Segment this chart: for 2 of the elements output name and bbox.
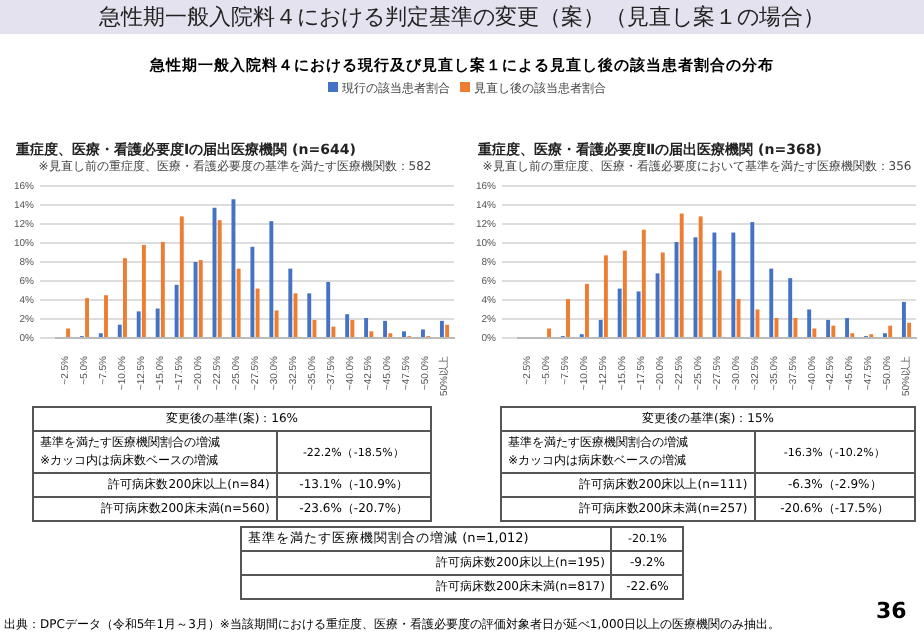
text: 36 bbox=[876, 598, 907, 624]
text: 急性期一般入院料４における判定基準の変更（案）（見直し案１の場合） bbox=[0, 0, 924, 34]
